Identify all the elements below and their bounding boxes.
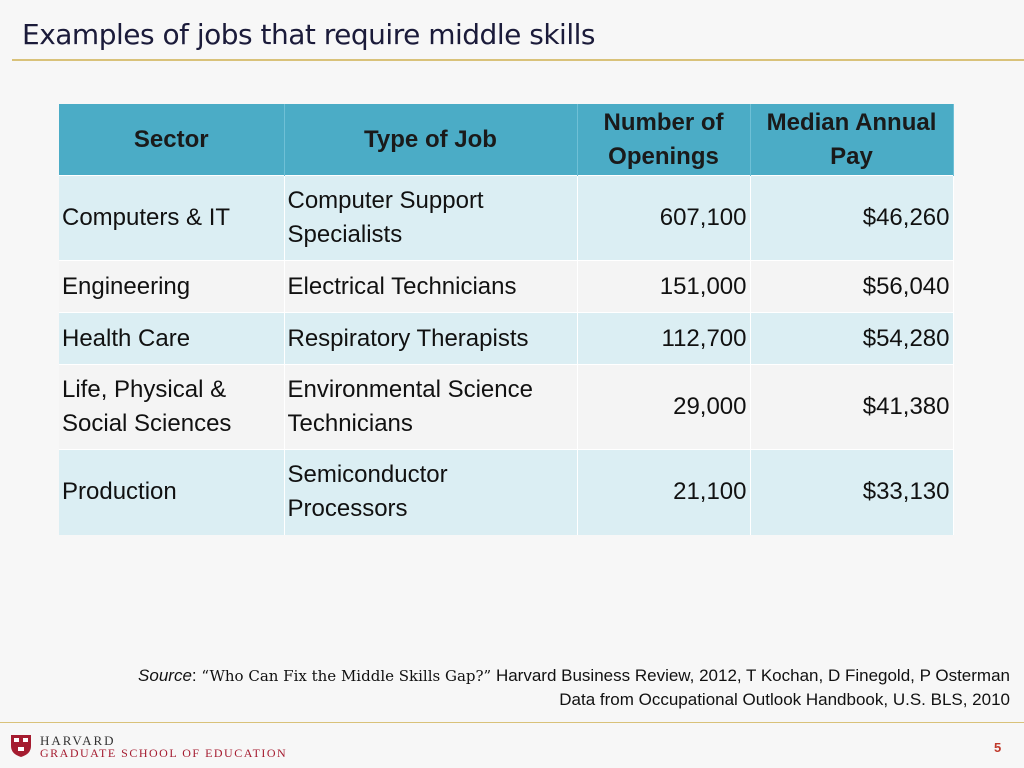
table-cell: Environmental Science Technicians — [284, 364, 578, 450]
table-cell: $33,130 — [750, 449, 954, 535]
footer-rule — [0, 722, 1024, 723]
table-cell: Life, Physical & Social Sciences — [59, 364, 285, 450]
source-line: Source: “Who Can Fix the Middle Skills G… — [138, 666, 1010, 686]
table-cell: Semiconductor Processors — [284, 449, 578, 535]
source-rest: Harvard Business Review, 2012, T Kochan,… — [495, 666, 1010, 685]
table-cell: Engineering — [59, 260, 285, 313]
table-cell: $46,260 — [750, 175, 954, 261]
header-cell: Median Annual Pay — [750, 104, 954, 176]
source-separator: : — [191, 666, 197, 685]
header-cell: Type of Job — [284, 104, 578, 176]
table-cell: Computers & IT — [59, 175, 285, 261]
source-label: Source — [138, 666, 192, 685]
table-row: Computers & IT Computer Support Specialis… — [59, 175, 954, 261]
table-row: Health Care Respiratory Therapists 112,700… — [59, 312, 954, 365]
footer-institution: HARVARD — [40, 733, 116, 748]
header-row: Sector Type of Job Number of Openings Media… — [59, 104, 954, 176]
footer-school: GRADUATE SCHOOL OF EDUCATION — [40, 746, 288, 760]
table-cell: 21,100 — [577, 449, 751, 535]
table-cell: 151,000 — [577, 260, 751, 313]
table-row: Engineering Electrical Technicians 151,000… — [59, 260, 954, 313]
table-row: Production Semiconductor Processors 21,100… — [59, 449, 954, 535]
page-number: 5 — [994, 740, 1002, 755]
table-cell: Production — [59, 449, 285, 535]
header-cell: Sector — [59, 104, 285, 176]
table-cell: Electrical Technicians — [284, 260, 578, 313]
jobs-table: Sector Type of Job Number of Openings Media… — [59, 104, 954, 535]
table-row: Life, Physical & Social Sciences Environm… — [59, 364, 954, 450]
table-cell: 112,700 — [577, 312, 751, 365]
header-cell: Number of Openings — [577, 104, 751, 176]
source-line2: Data from Occupational Outlook Handbook,… — [559, 690, 1010, 709]
source-article: “Who Can Fix the Middle Skills Gap?” — [201, 667, 492, 685]
title-rule — [12, 59, 1024, 61]
table-cell: 607,100 — [577, 175, 751, 261]
logo-shield — [11, 735, 31, 757]
table-cell: Health Care — [59, 312, 285, 365]
table-cell: 29,000 — [577, 364, 751, 450]
table-cell: $54,280 — [750, 312, 954, 365]
table-cell: $41,380 — [750, 364, 954, 450]
table-cell: $56,040 — [750, 260, 954, 313]
table-cell: Respiratory Therapists — [284, 312, 578, 365]
slide-title: Examples of jobs that require middle ski… — [22, 18, 595, 51]
table-cell: Computer Support Specialists — [284, 175, 578, 261]
